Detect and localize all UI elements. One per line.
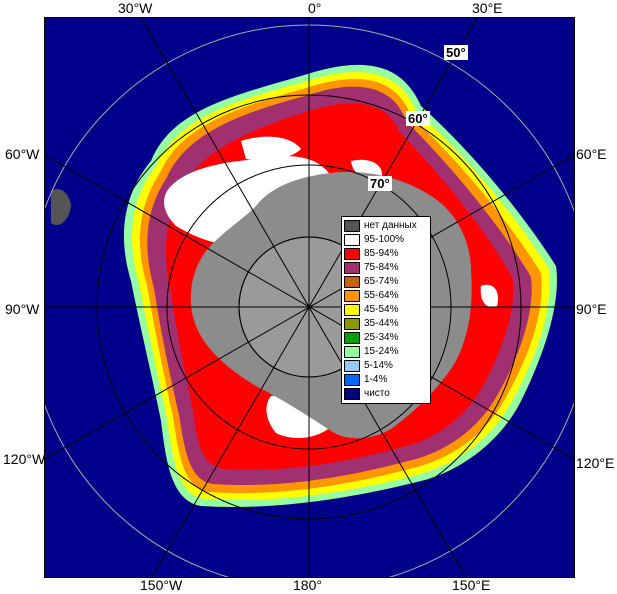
- legend-swatch: [344, 332, 360, 344]
- legend-item: 95-100%: [344, 233, 428, 247]
- lon-label-0-top: 0°: [308, 0, 322, 16]
- lon-label-30w-top: 30°W: [118, 0, 153, 16]
- lon-label-120w: 120°W: [3, 451, 46, 467]
- legend-label: 5-14%: [364, 360, 393, 371]
- legend-label: 65-74%: [364, 276, 399, 287]
- legend-item: 65-74%: [344, 275, 428, 289]
- legend-item: 35-44%: [344, 317, 428, 331]
- legend-swatch: [344, 360, 360, 372]
- legend-label: чисто: [364, 388, 390, 399]
- legend-swatch: [344, 388, 360, 400]
- nodata-south-america: [51, 189, 71, 226]
- lon-label-180: 180°: [293, 577, 322, 593]
- lon-label-60w: 60°W: [5, 146, 40, 162]
- legend-label: нет данных: [364, 220, 417, 231]
- lon-label-30e-top: 30°E: [472, 0, 503, 16]
- legend-swatch: [344, 374, 360, 386]
- lon-label-150w: 150°W: [140, 577, 183, 593]
- lon-label-90e: 90°E: [576, 301, 607, 317]
- lat-label-70: 70°: [368, 176, 392, 191]
- legend-swatch: [344, 220, 360, 232]
- legend-label: 95-100%: [364, 234, 405, 245]
- legend-swatch: [344, 290, 360, 302]
- legend-item: 55-64%: [344, 289, 428, 303]
- lon-label-60e: 60°E: [576, 146, 607, 162]
- lat-label-50: 50°: [444, 45, 468, 60]
- legend-label: 25-34%: [364, 332, 399, 343]
- legend-item: 75-84%: [344, 261, 428, 275]
- ice-white-patch-north: [241, 136, 301, 161]
- legend-item: 25-34%: [344, 331, 428, 345]
- legend-item: чисто: [344, 387, 428, 401]
- legend-swatch: [344, 262, 360, 274]
- legend-item: 15-24%: [344, 345, 428, 359]
- legend-swatch: [344, 276, 360, 288]
- legend-swatch: [344, 304, 360, 316]
- legend-label: 75-84%: [364, 262, 399, 273]
- legend-label: 15-24%: [364, 346, 399, 357]
- lon-label-120e: 120°E: [576, 455, 615, 471]
- legend-swatch: [344, 248, 360, 260]
- lon-label-150e: 150°E: [452, 577, 491, 593]
- legend-label: 1-4%: [364, 374, 388, 385]
- legend-label: 55-64%: [364, 290, 399, 301]
- sea-ice-map: [44, 17, 575, 578]
- legend-item: 5-14%: [344, 359, 428, 373]
- map-canvas: [45, 18, 574, 577]
- lon-label-90w: 90°W: [5, 301, 40, 317]
- legend-item: 45-54%: [344, 303, 428, 317]
- legend-label: 85-94%: [364, 248, 399, 259]
- legend-swatch: [344, 318, 360, 330]
- legend-swatch: [344, 346, 360, 358]
- legend-label: 35-44%: [364, 318, 399, 329]
- lat-label-60: 60°: [406, 111, 430, 126]
- legend-item: 1-4%: [344, 373, 428, 387]
- legend-swatch: [344, 234, 360, 246]
- ice-white-patch-e2: [480, 284, 499, 308]
- legend-item: нет данных: [344, 219, 428, 233]
- legend-item: 85-94%: [344, 247, 428, 261]
- legend: нет данных 95-100% 85-94% 75-84% 65-74% 55-64…: [341, 216, 431, 404]
- legend-label: 45-54%: [364, 304, 399, 315]
